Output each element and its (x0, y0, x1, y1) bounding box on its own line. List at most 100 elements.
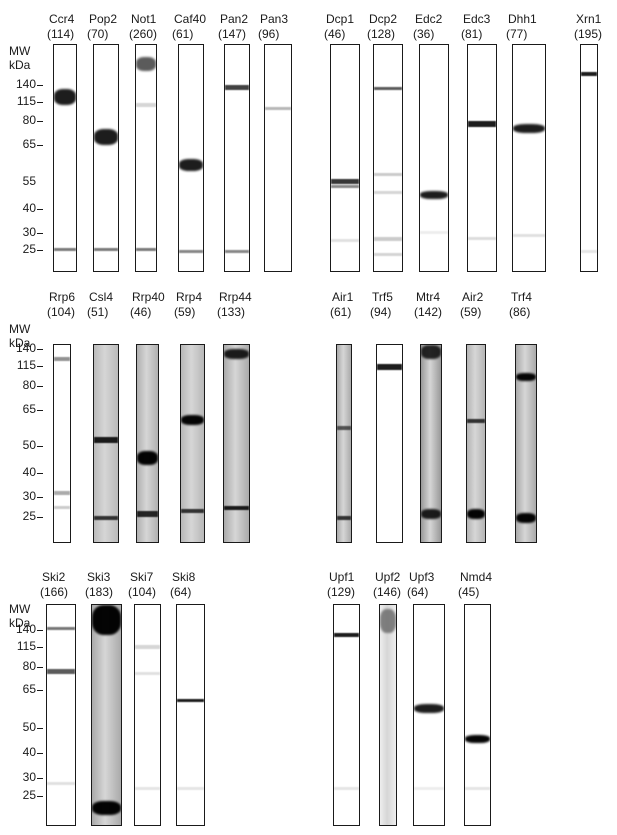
mw-marker-label: 55 (22, 174, 36, 188)
protein-band (47, 782, 75, 785)
blot-lane-ski8 (176, 604, 205, 826)
mw-marker-tick (37, 366, 43, 367)
blot-lane-rrp6 (53, 344, 71, 543)
mw-marker-label: 65 (22, 682, 36, 696)
protein-band (337, 426, 351, 430)
lane-protein-name: Air2 (462, 290, 484, 304)
mw-marker-tick (37, 209, 43, 210)
protein-band (465, 787, 490, 790)
blot-lane-air2 (466, 344, 486, 543)
blot-lane-pop2 (93, 44, 119, 272)
lane-protein-mw: (129) (327, 585, 356, 599)
blot-lane-nmd4 (464, 604, 491, 826)
mw-marker-tick (37, 473, 43, 474)
lane-protein-mw: (114) (47, 27, 75, 41)
protein-band (513, 234, 545, 237)
lane-protein-name: Trf4 (511, 290, 532, 304)
protein-band (337, 516, 351, 520)
protein-band (177, 787, 204, 790)
mw-marker-label: 25 (22, 788, 36, 802)
lane-protein-mw: (94) (370, 305, 392, 319)
lane-protein-mw: (45) (458, 585, 480, 599)
blot-lane-pan2 (224, 44, 250, 272)
lane-protein-name: Csl4 (89, 290, 114, 304)
mw-marker-tick (37, 517, 43, 518)
protein-band (334, 633, 359, 637)
protein-band (225, 85, 249, 90)
mw-marker-label: 115 (16, 358, 36, 372)
protein-band (92, 605, 121, 635)
blot-lane-ski3 (91, 604, 122, 826)
lane-protein-name: Upf1 (329, 570, 355, 584)
protein-band (135, 787, 160, 790)
lane-protein-mw: (51) (87, 305, 109, 319)
protein-band (468, 237, 496, 240)
protein-band (331, 185, 359, 188)
protein-band (136, 103, 156, 107)
lane-protein-name: Rrp6 (49, 290, 76, 304)
lane-protein-mw: (104) (47, 305, 76, 319)
blot-lane-dhh1 (512, 44, 546, 272)
blot-lane-upf2 (379, 604, 397, 826)
lane-protein-mw: (59) (174, 305, 196, 319)
lane-protein-name: Dcp1 (326, 12, 355, 26)
mw-marker-tick (37, 250, 43, 251)
blot-lane-not1 (135, 44, 157, 272)
mw-marker-label: 25 (22, 242, 36, 256)
mw-marker-tick (37, 497, 43, 498)
blot-lane-rrp44 (223, 344, 250, 543)
mw-marker-label: 80 (22, 659, 36, 673)
kda-axis-label: kDa (9, 58, 31, 72)
mw-marker-label: 30 (22, 225, 36, 239)
blot-lane-trf4 (515, 344, 537, 543)
protein-band (513, 124, 545, 133)
protein-band (421, 509, 441, 519)
lane-protein-name: Air1 (332, 290, 354, 304)
mw-marker-tick (37, 85, 43, 86)
mw-marker-tick (37, 630, 43, 631)
blot-lane-mtr4 (420, 344, 442, 543)
blot-lane-caf40 (178, 44, 204, 272)
lane-protein-mw: (183) (85, 585, 114, 599)
mw-marker-tick (37, 102, 43, 103)
lane-protein-name: Pan2 (220, 12, 249, 26)
protein-band (179, 250, 203, 253)
mw-marker-label: 25 (22, 509, 36, 523)
blot-lane-rrp4 (180, 344, 205, 543)
lane-protein-mw: (147) (218, 27, 247, 41)
mw-marker-label: 115 (16, 94, 36, 108)
blot-lane-rrp40 (136, 344, 159, 543)
lane-protein-name: Upf2 (375, 570, 401, 584)
mw-marker-label: 80 (22, 113, 36, 127)
protein-band (374, 253, 402, 256)
kda-axis-label: kDa (9, 336, 31, 350)
mw-marker-label: 40 (22, 745, 36, 759)
lane-protein-name: Ski3 (87, 570, 111, 584)
kda-axis-label: kDa (9, 616, 31, 630)
lane-protein-mw: (96) (258, 27, 280, 41)
lane-protein-name: Xrn1 (576, 12, 602, 26)
blot-lane-edc3 (467, 44, 497, 272)
lane-protein-name: Rrp4 (176, 290, 203, 304)
lane-protein-name: Ski7 (130, 570, 154, 584)
protein-band (181, 415, 204, 425)
protein-band (54, 491, 70, 495)
blot-lane-edc2 (419, 44, 449, 272)
protein-band (516, 513, 536, 523)
lane-protein-mw: (142) (414, 305, 443, 319)
protein-band (421, 345, 441, 359)
protein-band (224, 506, 249, 510)
protein-band (374, 237, 402, 241)
protein-band (54, 506, 70, 509)
lane-protein-name: Nmd4 (460, 570, 493, 584)
protein-band (181, 509, 204, 513)
lane-protein-name: Trf5 (372, 290, 393, 304)
lane-protein-name: Ski8 (172, 570, 196, 584)
blot-lane-upf3 (413, 604, 445, 826)
lane-protein-name: Dcp2 (369, 12, 398, 26)
mw-marker-tick (37, 233, 43, 234)
protein-band (374, 173, 402, 176)
mw-axis-label: MW (9, 322, 31, 336)
mw-marker-tick (37, 647, 43, 648)
